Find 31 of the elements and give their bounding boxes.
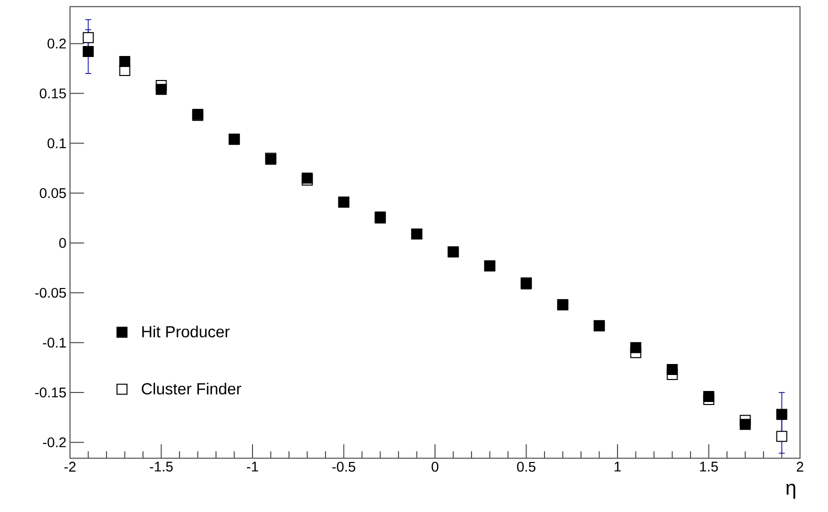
y-tick-label: -0.2 — [42, 437, 66, 448]
y-tick-label: -0.15 — [35, 388, 66, 398]
y-tick-label: 0.05 — [40, 188, 66, 198]
y-tick-label: -0.1 — [42, 338, 66, 348]
y-tick-label: 0.2 — [48, 38, 66, 49]
point — [156, 84, 167, 95]
point — [82, 32, 94, 44]
x-tick-label: -1.5 — [150, 462, 173, 472]
point — [776, 408, 788, 420]
point — [776, 430, 788, 442]
point — [703, 390, 714, 402]
x-tick-label: 1.5 — [700, 462, 718, 472]
x-tick-label: 1 — [614, 462, 621, 472]
x-tick-label: 0 — [432, 462, 438, 472]
legend-label: Hit Producer — [142, 326, 230, 338]
y-tick-label: 0.15 — [40, 88, 66, 98]
x-tick-label: -2 — [64, 462, 76, 472]
y-tick-label: -0.05 — [35, 288, 66, 298]
y-tick-label: 0 — [59, 238, 66, 248]
point — [740, 418, 751, 430]
x-tick-label: 0.5 — [517, 462, 536, 472]
x-tick-label: -1 — [246, 462, 258, 472]
x-tick-label: 2 — [796, 462, 804, 472]
x-axis-title: η — [786, 484, 796, 499]
y-tick-label: 0.1 — [48, 138, 66, 148]
legend-label: Cluster Finder — [142, 382, 242, 394]
point — [82, 46, 94, 58]
point — [119, 56, 130, 68]
x-tick-label: -0.5 — [332, 462, 356, 472]
point — [666, 364, 678, 376]
point — [630, 342, 642, 354]
